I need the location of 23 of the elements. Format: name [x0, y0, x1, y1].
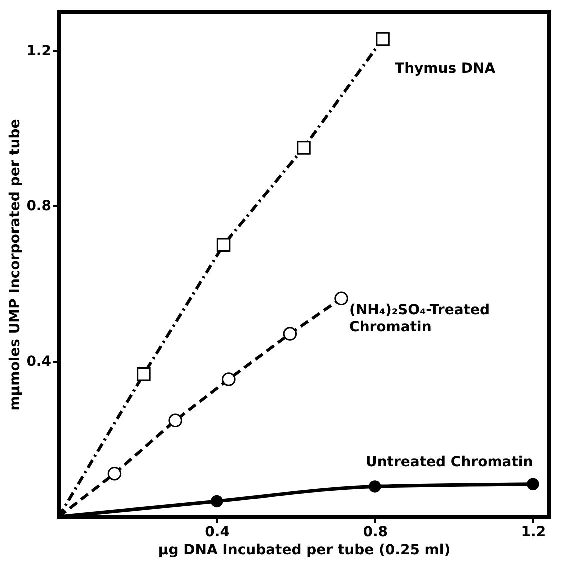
point: [369, 480, 382, 493]
point: [283, 327, 298, 341]
point: [376, 32, 390, 46]
y-axis-title: mμmoles UMP Incorporated per tube: [8, 119, 24, 411]
point: [334, 292, 348, 306]
point: [108, 467, 122, 481]
x-tick-label: 1.2: [521, 524, 546, 540]
x-axis-title: μg DNA Incubated per tube (0.25 ml): [158, 542, 451, 558]
point: [527, 478, 540, 490]
x-tick-label: 0.4: [205, 524, 230, 540]
y-tick-label: 0.4: [26, 354, 52, 370]
point: [216, 238, 231, 252]
point: [222, 372, 236, 386]
point: [297, 141, 311, 155]
y-tick-label: 1.2: [26, 43, 52, 60]
point: [168, 414, 182, 428]
point: [137, 368, 151, 382]
x-tick-label: 0.8: [363, 524, 388, 540]
y-tick-label: 0.8: [26, 198, 52, 215]
series-label: Untreated Chromatin: [366, 454, 534, 470]
series-label: Thymus DNA: [395, 61, 496, 78]
point: [210, 495, 224, 508]
series-label: (NH₄)₂SO₄-Treated Chromatin: [350, 302, 490, 336]
